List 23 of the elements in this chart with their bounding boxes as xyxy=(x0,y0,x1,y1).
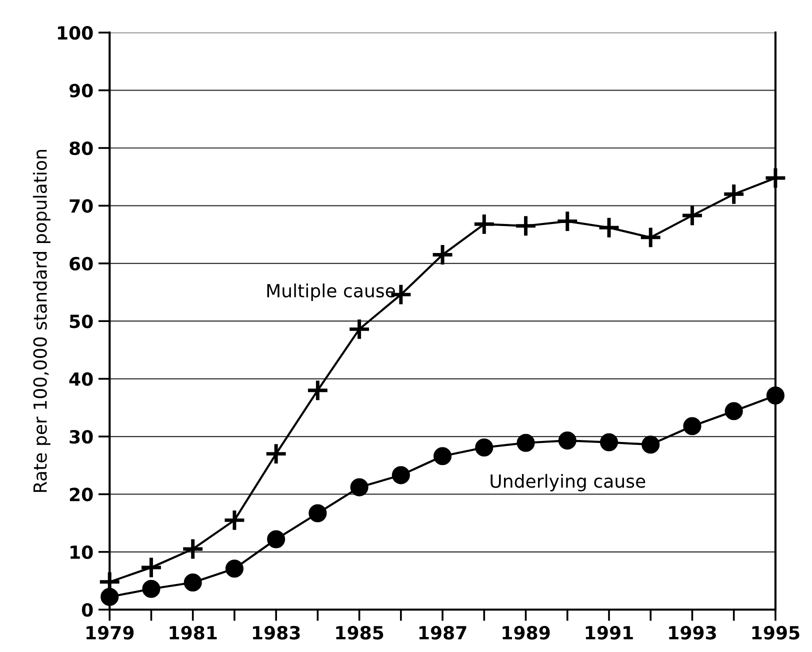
y-tick-label: 50 xyxy=(70,314,93,328)
x-tick-label: 1991 xyxy=(586,626,633,640)
x-tick-label: 1981 xyxy=(170,626,217,640)
y-tick-label: 20 xyxy=(70,488,93,502)
annotation: Multiple cause xyxy=(267,284,395,301)
y-axis-title: Rate per 100,000 standard population xyxy=(32,150,50,492)
x-tick-label: 1983 xyxy=(252,626,300,640)
x-tick-label: 1989 xyxy=(502,626,550,640)
x-tick-label: 1995 xyxy=(752,626,800,640)
y-tick-label: 100 xyxy=(58,26,93,40)
x-tick-label: 1993 xyxy=(669,626,716,640)
y-tick-label: 80 xyxy=(70,141,93,156)
x-tick-label: 1985 xyxy=(336,626,384,640)
y-tick-label: 40 xyxy=(69,372,93,386)
x-tick-label: 1987 xyxy=(419,626,466,640)
y-tick-label: 10 xyxy=(70,545,93,560)
y-tick-label: 70 xyxy=(70,199,93,213)
y-tick-label: 0 xyxy=(82,603,93,617)
annotation: Underlying cause xyxy=(490,474,646,492)
y-tick-label: 90 xyxy=(69,84,93,98)
y-tick-label: 60 xyxy=(70,256,93,271)
x-tick-label: 1979 xyxy=(86,626,134,640)
y-tick-label: 30 xyxy=(70,430,93,444)
